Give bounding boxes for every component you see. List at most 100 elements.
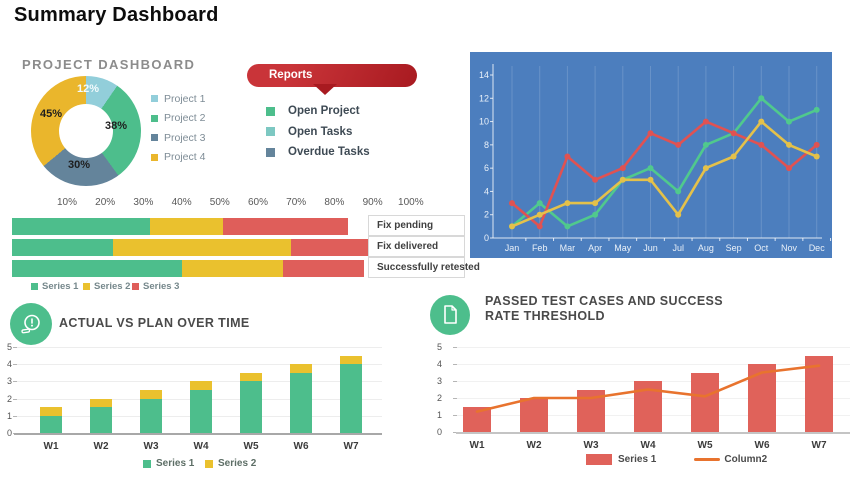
legend-item-project-3: Project 3 [151, 128, 205, 148]
stacked-legend-item: Series 1 [31, 281, 78, 292]
donut-pct-project3: 30% [68, 159, 91, 171]
bar-W4 [634, 381, 662, 432]
red-series-point-Dec [813, 141, 820, 148]
green-series-point-Mar [564, 223, 571, 230]
legend-swatch [151, 153, 158, 161]
yellow-series-point-Aug [702, 165, 709, 172]
bar-W1-series-2 [40, 407, 62, 416]
donut-legend: Project 1 Project 2 Project 3 Project 4 [151, 89, 205, 167]
row-label-fix-pending: Fix pending [368, 215, 465, 236]
y-tick-label: 4 [484, 186, 489, 196]
x-category-label: W4 [193, 441, 209, 452]
stacked-axis-label: 80% [324, 197, 345, 208]
yellow-series-point-Mar [564, 200, 571, 207]
green-series-point-Jul [675, 188, 682, 195]
legend-swatch [132, 283, 139, 290]
y-tick-label: 2 [436, 393, 442, 403]
bar-segment-series-1 [12, 239, 114, 256]
x-tick-label: Mar [560, 243, 576, 253]
x-category-label: W5 [697, 440, 713, 451]
green-series-point-Feb [536, 200, 543, 207]
stacked-axis-label: 100% [398, 197, 424, 208]
x-category-label: W6 [293, 441, 309, 452]
legend-swatch [266, 127, 275, 137]
bar-W2-series-1 [90, 407, 112, 433]
bar-W6-series-1 [290, 372, 312, 433]
stacked-legend-item: Series 2 [83, 281, 130, 292]
legend-label: Overdue Tasks [288, 146, 370, 159]
x-category-label: W6 [754, 440, 770, 451]
y-tick-label: 6 [484, 163, 489, 173]
bar-W6-series-2 [290, 364, 312, 373]
red-series-point-Feb [536, 223, 543, 230]
legend-label: Project 1 [164, 92, 206, 105]
green-series-point-Oct [758, 95, 765, 102]
y-tick-label: 1 [436, 410, 442, 420]
y-tick-label: 0 [436, 427, 442, 437]
y-tick-label: 0 [484, 233, 489, 243]
legend-swatch [205, 459, 213, 468]
bar-W7-series-1 [340, 364, 362, 433]
legend-label: Series 2 [218, 458, 257, 469]
red-series-point-Oct [758, 141, 765, 148]
x-axis [456, 432, 850, 434]
y-tick-label: 3 [6, 376, 12, 387]
reports-legend-item-open-project: Open Project [266, 101, 370, 122]
y-tick-mark [13, 347, 17, 348]
y-tick-label: 0 [6, 428, 12, 438]
y-tick-label: 4 [6, 359, 12, 370]
monthly-trend-chart: 0 2 4 6 8 10 12 14 Jan Feb Mar Apr May Jun Jul Aug Sep Oc… [470, 52, 832, 258]
y-tick-mark [13, 415, 17, 417]
bar-W5-series-2 [240, 372, 262, 382]
red-series-point-Apr [592, 176, 599, 183]
bar-W3-series-2 [140, 390, 162, 399]
gridline [14, 364, 382, 366]
y-tick-mark [13, 364, 17, 366]
legend-label: Project 4 [164, 151, 206, 164]
passed-tests-chart: PASSED TEST CASES AND SUCCESS RATE THRES… [428, 290, 855, 481]
legend-label: Series 1 [42, 281, 79, 292]
yellow-series-line [510, 120, 819, 228]
page-title: Summary Dashboard [14, 4, 219, 26]
gridline [456, 364, 850, 365]
stacked-bar-row [12, 239, 373, 256]
reports-legend-item-open-tasks: Open Tasks [266, 122, 370, 143]
bar-W2 [520, 398, 548, 432]
donut-pct-project4: 45% [40, 108, 63, 120]
y-tick-mark [453, 381, 457, 382]
legend-swatch-series1 [586, 454, 612, 465]
yellow-series-point-Nov [786, 141, 792, 148]
y-tick-label: 8 [484, 140, 489, 150]
legend-swatch [151, 134, 158, 142]
reports-ribbon-tail [313, 84, 337, 95]
stacked-axis-label: 60% [247, 197, 269, 208]
bar-segment-series-2 [113, 239, 292, 256]
y-tick-label: 2 [6, 393, 12, 404]
x-tick-label: Apr [588, 243, 602, 253]
bar-W7 [805, 355, 833, 432]
bar-W4-series-1 [190, 390, 212, 433]
green-series-point-Dec [813, 106, 820, 113]
green-series-line [510, 96, 819, 228]
x-tick-label: Jul [672, 243, 684, 253]
legend-swatch [266, 106, 275, 116]
x-tick-label: Jun [643, 243, 658, 253]
x-category-label: W3 [143, 441, 159, 452]
legend-swatch [143, 459, 151, 468]
document-icon [444, 305, 457, 324]
green-series-point-Jun [647, 165, 654, 172]
bar-W6 [748, 364, 776, 432]
reports-button[interactable]: Reports [247, 64, 417, 95]
stacked-bar-row [12, 260, 365, 277]
x-tick-label: Dec [809, 243, 826, 253]
bar-W7-series-2 [340, 355, 362, 365]
y-tick-mark [453, 347, 457, 348]
reports-legend: Open Project Open Tasks Overdue Tasks [266, 101, 370, 163]
red-series-point-May [619, 165, 626, 172]
yellow-series-point-Jan [509, 223, 515, 230]
donut-pct-project1: 12% [77, 83, 100, 95]
legend-label: Open Tasks [288, 125, 353, 138]
fix-status-chart: 10% 20% 30% 40% 50% 60% 70% 80% 90% 100% Fix pendi… [10, 195, 480, 295]
yellow-series-point-Oct [758, 118, 765, 125]
legend-label: Project 2 [164, 112, 206, 125]
